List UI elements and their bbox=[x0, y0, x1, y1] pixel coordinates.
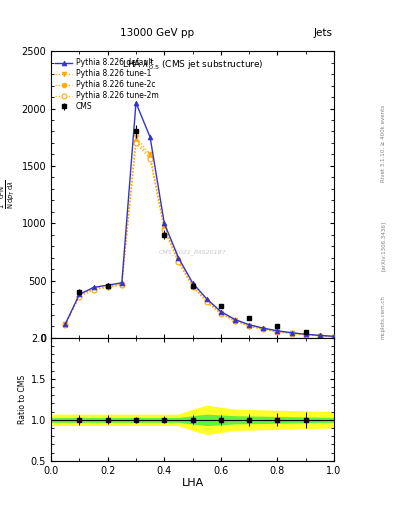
Pythia 8.226 tune-1 bbox=[162, 224, 167, 230]
Pythia 8.226 default bbox=[233, 316, 237, 323]
Line: Pythia 8.226 tune-2c: Pythia 8.226 tune-2c bbox=[63, 138, 336, 339]
Pythia 8.226 tune-2m bbox=[119, 282, 124, 288]
Pythia 8.226 tune-2c bbox=[303, 332, 308, 338]
Pythia 8.226 tune-2m bbox=[247, 323, 252, 329]
Pythia 8.226 tune-1 bbox=[204, 297, 209, 304]
Pythia 8.226 tune-2c bbox=[318, 333, 322, 339]
Pythia 8.226 default bbox=[119, 280, 124, 286]
Pythia 8.226 tune-1 bbox=[261, 326, 266, 332]
Pythia 8.226 tune-2c bbox=[190, 283, 195, 289]
Pythia 8.226 default bbox=[91, 284, 96, 290]
Pythia 8.226 tune-1 bbox=[190, 282, 195, 288]
Pythia 8.226 tune-1 bbox=[233, 317, 237, 324]
Pythia 8.226 tune-1 bbox=[148, 152, 152, 158]
Pythia 8.226 tune-2m bbox=[162, 227, 167, 233]
Pythia 8.226 tune-2c bbox=[119, 282, 124, 288]
Pythia 8.226 tune-2c bbox=[162, 225, 167, 231]
Pythia 8.226 tune-2c bbox=[91, 286, 96, 292]
Pythia 8.226 tune-1 bbox=[91, 286, 96, 292]
Pythia 8.226 default bbox=[162, 220, 167, 226]
Pythia 8.226 tune-2c bbox=[247, 323, 252, 329]
Pythia 8.226 tune-2m bbox=[261, 326, 266, 332]
X-axis label: LHA: LHA bbox=[182, 478, 204, 488]
Pythia 8.226 tune-2m bbox=[91, 287, 96, 293]
Text: mcplots.cern.ch: mcplots.cern.ch bbox=[381, 295, 386, 339]
Pythia 8.226 tune-1 bbox=[247, 323, 252, 329]
Pythia 8.226 tune-2c bbox=[233, 318, 237, 324]
Pythia 8.226 default bbox=[105, 282, 110, 288]
Pythia 8.226 default bbox=[77, 291, 82, 297]
Legend: Pythia 8.226 default, Pythia 8.226 tune-1, Pythia 8.226 tune-2c, Pythia 8.226 tu: Pythia 8.226 default, Pythia 8.226 tune-… bbox=[54, 57, 160, 113]
Pythia 8.226 default bbox=[332, 333, 336, 339]
Pythia 8.226 tune-1 bbox=[176, 257, 181, 263]
Line: Pythia 8.226 default: Pythia 8.226 default bbox=[63, 100, 336, 339]
Pythia 8.226 default bbox=[289, 330, 294, 336]
Pythia 8.226 default bbox=[261, 325, 266, 331]
Pythia 8.226 tune-2m bbox=[148, 156, 152, 162]
Pythia 8.226 default bbox=[318, 332, 322, 338]
Pythia 8.226 tune-2c bbox=[275, 329, 280, 335]
Pythia 8.226 tune-2m bbox=[204, 299, 209, 305]
Pythia 8.226 tune-2c bbox=[219, 310, 223, 316]
Pythia 8.226 tune-2m bbox=[63, 322, 68, 328]
Y-axis label: $\frac{1}{\mathrm{N}}\frac{\mathrm{d}^2\mathrm{N}}{\mathrm{d}p_T\,\mathrm{d}\lam: $\frac{1}{\mathrm{N}}\frac{\mathrm{d}^2\… bbox=[0, 180, 17, 209]
Pythia 8.226 tune-1 bbox=[63, 321, 68, 327]
Pythia 8.226 tune-2m bbox=[303, 332, 308, 338]
Pythia 8.226 tune-2m bbox=[332, 334, 336, 340]
Pythia 8.226 default bbox=[303, 331, 308, 337]
Pythia 8.226 tune-2c bbox=[105, 284, 110, 290]
Pythia 8.226 tune-2m bbox=[77, 293, 82, 300]
Text: [arXiv:1306.3436]: [arXiv:1306.3436] bbox=[381, 221, 386, 271]
Pythia 8.226 tune-1 bbox=[77, 292, 82, 298]
Pythia 8.226 tune-2m bbox=[190, 284, 195, 290]
Pythia 8.226 tune-2m bbox=[176, 260, 181, 266]
Pythia 8.226 tune-1 bbox=[289, 330, 294, 336]
Pythia 8.226 default bbox=[275, 328, 280, 334]
Pythia 8.226 default bbox=[204, 296, 209, 302]
Text: Jets: Jets bbox=[313, 28, 332, 38]
Pythia 8.226 tune-2c bbox=[77, 293, 82, 299]
Pythia 8.226 default bbox=[190, 280, 195, 286]
Pythia 8.226 tune-2m bbox=[318, 333, 322, 339]
Pythia 8.226 tune-2c bbox=[148, 154, 152, 160]
Pythia 8.226 default bbox=[148, 134, 152, 140]
Pythia 8.226 tune-2c bbox=[261, 326, 266, 332]
Pythia 8.226 default bbox=[219, 308, 223, 314]
Text: 13000 GeV pp: 13000 GeV pp bbox=[120, 28, 194, 38]
Pythia 8.226 tune-1 bbox=[105, 283, 110, 289]
Pythia 8.226 tune-2c bbox=[332, 334, 336, 340]
Pythia 8.226 tune-2m bbox=[289, 330, 294, 336]
Pythia 8.226 tune-2m bbox=[219, 311, 223, 317]
Pythia 8.226 tune-1 bbox=[332, 333, 336, 339]
Pythia 8.226 tune-2m bbox=[275, 329, 280, 335]
Text: Rivet 3.1.10, ≥ 400k events: Rivet 3.1.10, ≥ 400k events bbox=[381, 105, 386, 182]
Pythia 8.226 tune-2m bbox=[105, 284, 110, 290]
Pythia 8.226 tune-2m bbox=[233, 318, 237, 325]
Pythia 8.226 default bbox=[63, 321, 68, 327]
Pythia 8.226 tune-1 bbox=[134, 134, 138, 140]
Pythia 8.226 tune-2c bbox=[289, 330, 294, 336]
Text: CMS_2021_PAS20187: CMS_2021_PAS20187 bbox=[159, 249, 226, 255]
Line: Pythia 8.226 tune-2m: Pythia 8.226 tune-2m bbox=[63, 140, 336, 339]
Pythia 8.226 tune-1 bbox=[219, 310, 223, 316]
Pythia 8.226 default bbox=[134, 100, 138, 106]
Pythia 8.226 tune-1 bbox=[275, 328, 280, 334]
Line: Pythia 8.226 tune-1: Pythia 8.226 tune-1 bbox=[63, 135, 336, 339]
Pythia 8.226 tune-2c bbox=[134, 138, 138, 144]
Text: LHA $\lambda^{1}_{0.5}$ (CMS jet substructure): LHA $\lambda^{1}_{0.5}$ (CMS jet substru… bbox=[122, 57, 263, 72]
Pythia 8.226 tune-2m bbox=[134, 140, 138, 146]
Pythia 8.226 tune-2c bbox=[204, 298, 209, 305]
Pythia 8.226 tune-2c bbox=[176, 258, 181, 264]
Pythia 8.226 tune-1 bbox=[119, 281, 124, 287]
Pythia 8.226 tune-2c bbox=[63, 322, 68, 328]
Y-axis label: Ratio to CMS: Ratio to CMS bbox=[18, 375, 27, 424]
Pythia 8.226 tune-1 bbox=[303, 331, 308, 337]
Pythia 8.226 tune-1 bbox=[318, 333, 322, 339]
Pythia 8.226 default bbox=[176, 254, 181, 261]
Pythia 8.226 default bbox=[247, 322, 252, 328]
